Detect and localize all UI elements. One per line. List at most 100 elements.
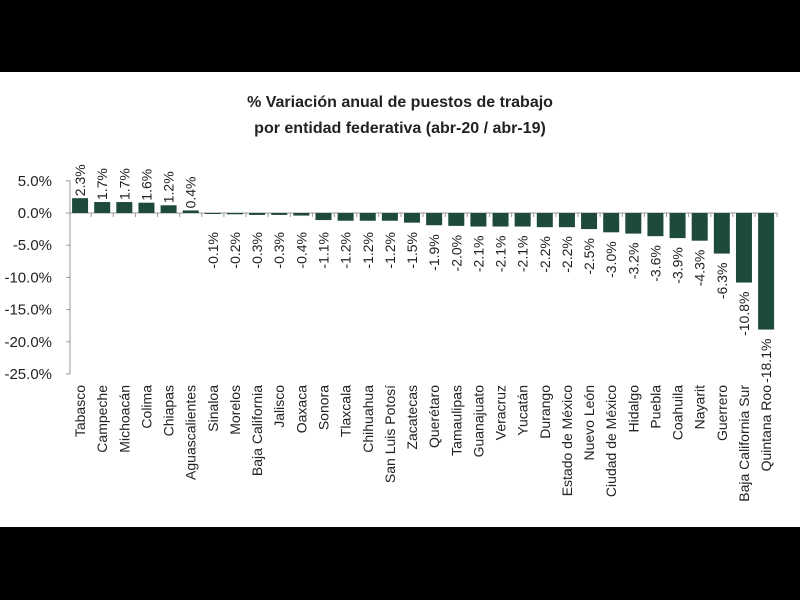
data-label: -0.1% (205, 232, 221, 269)
category-label: Nuevo León (581, 385, 597, 461)
data-label: -3.9% (670, 247, 686, 284)
data-label: 1.6% (138, 169, 154, 201)
category-label: Hidalgo (625, 385, 641, 433)
category-label: Guanajuato (470, 385, 486, 458)
y-tick-label: -15.0% (4, 302, 52, 319)
data-label: -1.2% (360, 232, 376, 269)
bar (558, 213, 575, 228)
bar (204, 213, 221, 214)
bar (182, 210, 199, 213)
category-label: Campeche (94, 385, 110, 453)
bar (226, 213, 243, 215)
data-label: -18.1% (758, 339, 774, 383)
category-label: Sinaloa (205, 385, 221, 432)
category-label: Tlaxcala (338, 385, 354, 437)
category-label: Tamaulipas (448, 385, 464, 456)
category-label: Michoacán (116, 385, 132, 453)
bar (337, 213, 354, 221)
chart-canvas: % Variación anual de puestos de trabajo … (0, 72, 800, 527)
bar (94, 202, 111, 213)
data-label: -3.2% (625, 243, 641, 280)
bar (116, 202, 133, 213)
category-label: Coahuila (670, 385, 686, 440)
bar (426, 213, 443, 226)
data-label: -1.2% (338, 232, 354, 269)
data-label: -2.1% (515, 236, 531, 273)
bar (470, 213, 487, 227)
bar (160, 205, 177, 213)
bar (647, 213, 664, 237)
category-label: Jalisco (271, 385, 287, 428)
bar (381, 213, 398, 221)
bar (536, 213, 553, 228)
bar (138, 202, 155, 213)
bar (492, 213, 509, 227)
data-label: -6.3% (714, 263, 730, 300)
category-label: Baja California (249, 385, 265, 476)
y-tick-label: -20.0% (4, 334, 52, 351)
bar (359, 213, 376, 221)
y-tick-label: 5.0% (18, 173, 52, 190)
y-tick-label: -10.0% (4, 269, 52, 286)
bar (691, 213, 708, 241)
category-label: Tabasco (72, 385, 88, 437)
y-tick-label: 0.0% (18, 205, 52, 222)
bar-chart: 5.0% 0.0% -5.0% -10.0% -15.0% -20.0% -25.0% 2.3… (4, 164, 778, 502)
bar (735, 213, 752, 283)
category-label: Morelos (227, 385, 243, 435)
data-label: 0.4% (183, 177, 199, 209)
category-label: Estado de México (559, 385, 575, 496)
data-label: -2.5% (581, 238, 597, 275)
bar (315, 213, 332, 221)
data-label: -1.5% (404, 232, 420, 269)
category-label: Sonora (315, 385, 331, 430)
data-label: -0.3% (249, 232, 265, 269)
data-label: -2.0% (448, 235, 464, 272)
data-label: -1.1% (315, 232, 331, 269)
bar (404, 213, 421, 223)
category-label: Quintana Roo (758, 385, 774, 472)
category-label: San Luis Potosí (382, 385, 398, 483)
data-label: 1.2% (161, 171, 177, 203)
bar (669, 213, 686, 239)
data-label: -3.6% (647, 245, 663, 282)
bar (293, 213, 310, 216)
bar (72, 198, 89, 213)
bar (448, 213, 465, 226)
bar (625, 213, 642, 234)
data-label: -1.2% (382, 232, 398, 269)
category-label: Chiapas (161, 385, 177, 436)
category-label: Veracruz (493, 385, 509, 440)
data-label: -1.9% (426, 234, 442, 271)
bar (271, 213, 288, 215)
data-label: -4.3% (692, 250, 708, 287)
y-tick-label: -5.0% (13, 237, 52, 254)
data-label: -3.0% (603, 241, 619, 278)
category-label: Puebla (647, 385, 663, 429)
category-label: Colima (138, 385, 154, 429)
category-label: Zacatecas (404, 385, 420, 450)
data-label: -0.3% (271, 232, 287, 269)
data-label: -2.1% (470, 236, 486, 273)
category-label: Yucatán (515, 385, 531, 436)
bar (713, 213, 730, 254)
data-label: -0.2% (227, 232, 243, 269)
category-label: Chihuahua (360, 385, 376, 453)
bar (603, 213, 620, 233)
data-label: -10.8% (736, 292, 752, 336)
chart-title-line-1: % Variación anual de puestos de trabajo (247, 94, 553, 111)
data-label: -0.4% (293, 232, 309, 269)
data-label: 1.7% (116, 168, 132, 200)
data-label: -2.2% (559, 236, 575, 273)
bar (758, 213, 775, 330)
category-label: Querétaro (426, 385, 442, 448)
data-label: 2.3% (72, 164, 88, 196)
category-label: Durango (537, 385, 553, 439)
bar (249, 213, 266, 215)
data-label: -2.2% (537, 236, 553, 273)
category-label: Baja California Sur (736, 385, 752, 502)
category-label: Nayarit (692, 385, 708, 429)
chart-title-line-2: por entidad federativa (abr-20 / abr-19) (254, 120, 546, 137)
bar (514, 213, 531, 227)
category-label: Ciudad de México (603, 385, 619, 497)
